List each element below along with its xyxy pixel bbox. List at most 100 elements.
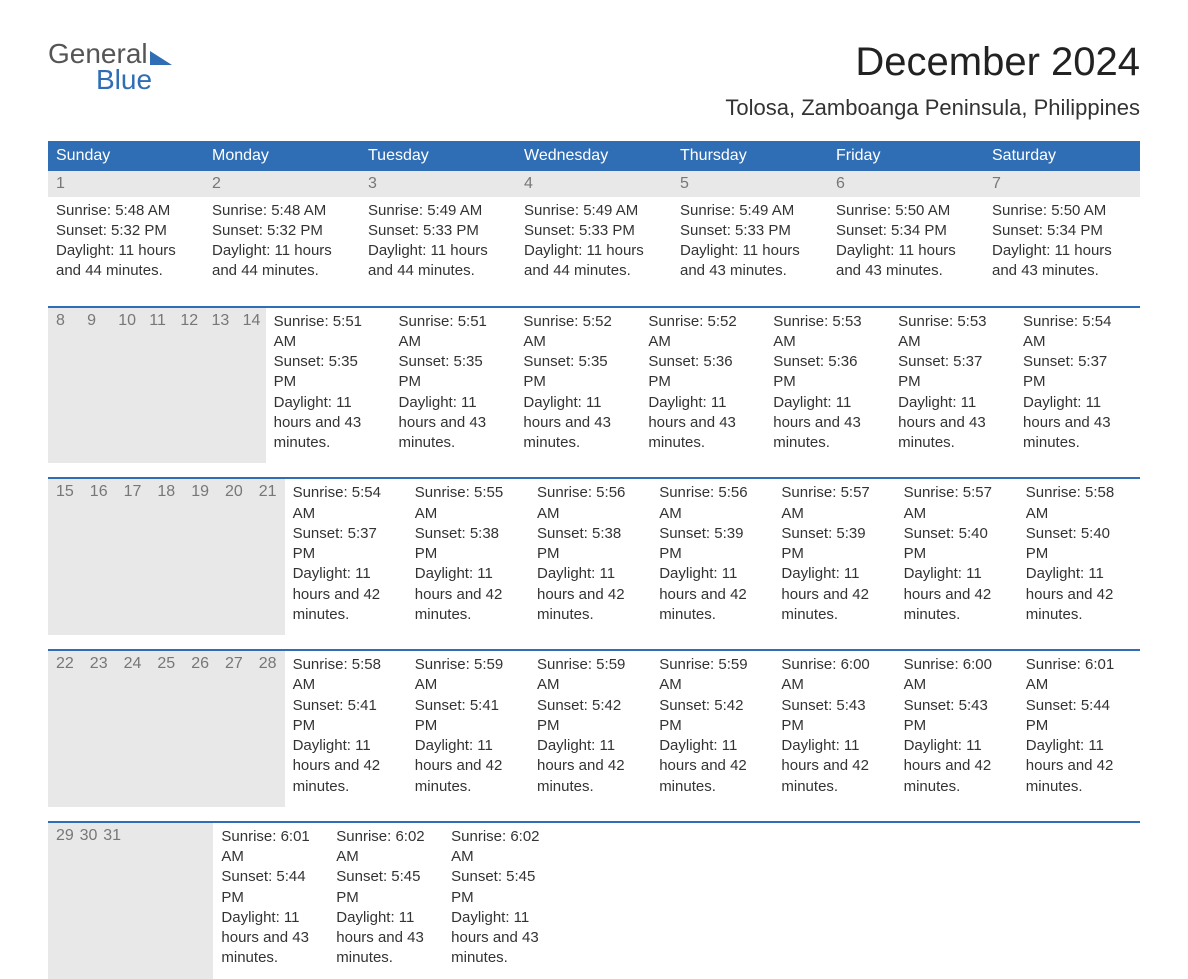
day-number: 11 [141,308,172,464]
sunrise-text: Sunrise: 6:02 AM [451,827,550,868]
day-cell: Sunrise: 5:54 AMSunset: 5:37 PMDaylight:… [285,479,407,635]
sunrise-text: Sunrise: 5:57 AM [781,483,887,524]
day-number [143,823,167,979]
day-number-row: 891011121314 [48,308,266,464]
day-cell: Sunrise: 6:02 AMSunset: 5:45 PMDaylight:… [443,823,558,979]
day-number: 31 [95,823,119,979]
weekday-header: Tuesday [360,141,516,171]
daylight-text: Daylight: 11 hours and 43 minutes. [648,393,757,454]
day-number: 25 [149,651,183,807]
day-cell: Sunrise: 5:59 AMSunset: 5:42 PMDaylight:… [651,651,773,807]
daylight-text: Daylight: 11 hours and 44 minutes. [368,241,508,282]
day-number: 16 [82,479,116,635]
day-number: 15 [48,479,82,635]
day-body-row: Sunrise: 5:54 AMSunset: 5:37 PMDaylight:… [285,479,1140,635]
daylight-text: Daylight: 11 hours and 44 minutes. [56,241,196,282]
sunset-text: Sunset: 5:43 PM [904,696,1010,737]
sunrise-text: Sunrise: 5:51 AM [274,312,383,353]
month-title: December 2024 [725,40,1140,85]
day-cell: Sunrise: 5:56 AMSunset: 5:39 PMDaylight:… [651,479,773,635]
sunset-text: Sunset: 5:43 PM [781,696,887,737]
daylight-text: Daylight: 11 hours and 43 minutes. [680,241,820,282]
day-cell: Sunrise: 5:51 AMSunset: 5:35 PMDaylight:… [391,308,516,464]
day-cell: Sunrise: 5:48 AMSunset: 5:32 PMDaylight:… [48,197,204,292]
weekday-header: Friday [828,141,984,171]
sunset-text: Sunset: 5:33 PM [680,221,820,241]
week-block: 293031Sunrise: 6:01 AMSunset: 5:44 PMDay… [48,821,1140,979]
daylight-text: Daylight: 11 hours and 42 minutes. [904,736,1010,797]
week-block: 891011121314 Sunrise: 5:51 AMSunset: 5:35… [48,306,1140,464]
sunset-text: Sunset: 5:33 PM [524,221,664,241]
day-body-row: Sunrise: 5:51 AMSunset: 5:35 PMDaylight:… [266,308,1140,464]
weekday-header: Thursday [672,141,828,171]
weekday-header-row: Sunday Monday Tuesday Wednesday Thursday… [48,141,1140,171]
day-number: 18 [149,479,183,635]
daylight-text: Daylight: 11 hours and 43 minutes. [773,393,882,454]
day-number: 7 [984,171,1140,197]
day-cell: Sunrise: 5:57 AMSunset: 5:40 PMDaylight:… [896,479,1018,635]
day-cell: Sunrise: 5:59 AMSunset: 5:42 PMDaylight:… [529,651,651,807]
day-number: 6 [828,171,984,197]
sunset-text: Sunset: 5:45 PM [451,867,550,908]
daylight-text: Daylight: 11 hours and 42 minutes. [415,736,521,797]
day-number: 2 [204,171,360,197]
day-cell: Sunrise: 5:49 AMSunset: 5:33 PMDaylight:… [516,197,672,292]
day-number: 12 [172,308,203,464]
sunrise-text: Sunrise: 5:49 AM [524,201,664,221]
daylight-text: Daylight: 11 hours and 43 minutes. [274,393,383,454]
day-cell: Sunrise: 5:48 AMSunset: 5:32 PMDaylight:… [204,197,360,292]
day-number: 4 [516,171,672,197]
day-cell: Sunrise: 6:01 AMSunset: 5:44 PMDaylight:… [213,823,328,979]
sunrise-text: Sunrise: 5:52 AM [648,312,757,353]
sunrise-text: Sunrise: 6:01 AM [221,827,320,868]
day-body-row: Sunrise: 6:01 AMSunset: 5:44 PMDaylight:… [213,823,1017,979]
sunrise-text: Sunrise: 5:48 AM [212,201,352,221]
daylight-text: Daylight: 11 hours and 42 minutes. [659,736,765,797]
day-cell: Sunrise: 5:52 AMSunset: 5:36 PMDaylight:… [640,308,765,464]
day-number: 17 [116,479,150,635]
daylight-text: Daylight: 11 hours and 44 minutes. [212,241,352,282]
day-number [166,823,190,979]
day-number: 19 [183,479,217,635]
day-number: 28 [251,651,285,807]
day-number: 21 [251,479,285,635]
sunset-text: Sunset: 5:40 PM [904,524,1010,565]
daylight-text: Daylight: 11 hours and 43 minutes. [1023,393,1132,454]
day-number: 29 [48,823,72,979]
sunrise-text: Sunrise: 5:52 AM [523,312,632,353]
sunrise-text: Sunrise: 6:02 AM [336,827,435,868]
day-body-row: Sunrise: 5:58 AMSunset: 5:41 PMDaylight:… [285,651,1140,807]
daylight-text: Daylight: 11 hours and 44 minutes. [524,241,664,282]
daylight-text: Daylight: 11 hours and 42 minutes. [293,564,399,625]
daylight-text: Daylight: 11 hours and 43 minutes. [992,241,1132,282]
sunset-text: Sunset: 5:33 PM [368,221,508,241]
sunrise-text: Sunrise: 5:58 AM [293,655,399,696]
weeks-container: 1234567Sunrise: 5:48 AMSunset: 5:32 PMDa… [48,171,1140,979]
sunset-text: Sunset: 5:42 PM [659,696,765,737]
daylight-text: Daylight: 11 hours and 42 minutes. [537,736,643,797]
sunset-text: Sunset: 5:41 PM [415,696,521,737]
sunset-text: Sunset: 5:45 PM [336,867,435,908]
calendar: Sunday Monday Tuesday Wednesday Thursday… [48,141,1140,979]
sunset-text: Sunset: 5:39 PM [781,524,887,565]
day-cell [788,823,903,979]
day-number-row: 22232425262728 [48,651,285,807]
day-cell: Sunrise: 5:59 AMSunset: 5:41 PMDaylight:… [407,651,529,807]
sunset-text: Sunset: 5:44 PM [1026,696,1132,737]
day-number-row: 1234567 [48,171,1140,197]
daylight-text: Daylight: 11 hours and 42 minutes. [781,736,887,797]
location-label: Tolosa, Zamboanga Peninsula, Philippines [725,95,1140,121]
sunrise-text: Sunrise: 5:59 AM [537,655,643,696]
day-cell: Sunrise: 5:58 AMSunset: 5:41 PMDaylight:… [285,651,407,807]
day-number-row: 293031 [48,823,213,979]
day-number: 22 [48,651,82,807]
day-cell: Sunrise: 6:00 AMSunset: 5:43 PMDaylight:… [773,651,895,807]
day-number: 24 [116,651,150,807]
daylight-text: Daylight: 11 hours and 43 minutes. [221,908,320,969]
day-number [119,823,143,979]
sunset-text: Sunset: 5:41 PM [293,696,399,737]
sunset-text: Sunset: 5:37 PM [898,352,1007,393]
daylight-text: Daylight: 11 hours and 43 minutes. [898,393,1007,454]
day-cell: Sunrise: 5:54 AMSunset: 5:37 PMDaylight:… [1015,308,1140,464]
day-number: 26 [183,651,217,807]
